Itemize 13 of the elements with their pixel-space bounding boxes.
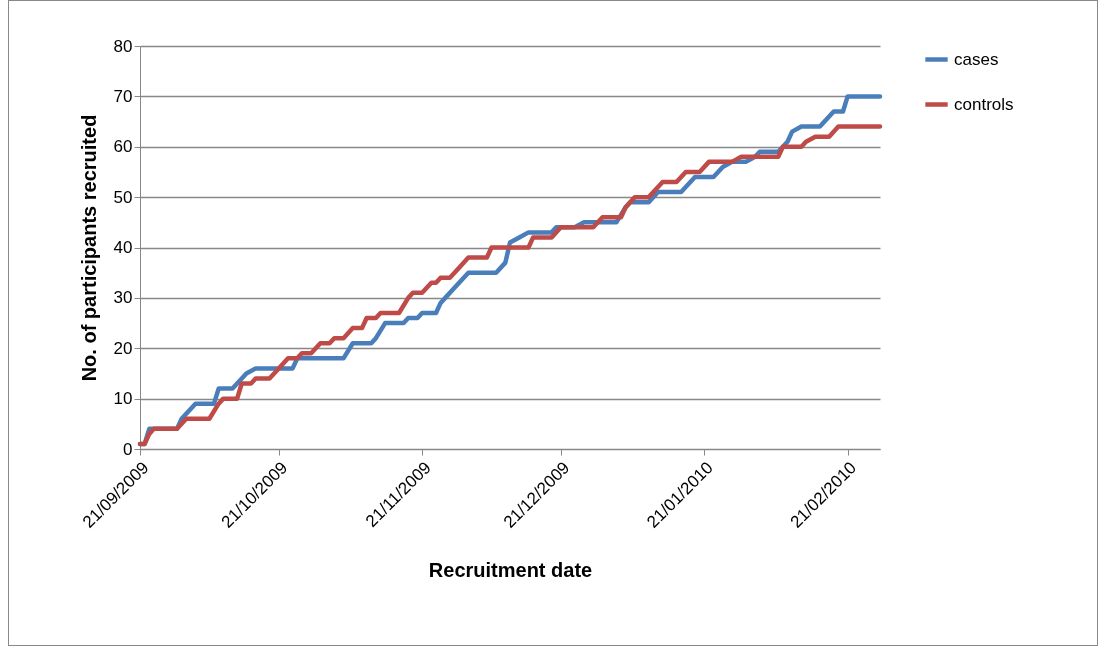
y-tick-label: 0 — [123, 439, 133, 459]
y-tick-label: 60 — [113, 137, 133, 157]
x-axis-title: Recruitment date — [428, 558, 593, 581]
y-tick-label: 70 — [113, 86, 133, 106]
y-tick-label: 50 — [113, 187, 133, 207]
y-tick-label: 80 — [113, 36, 133, 56]
legend-label: controls — [954, 94, 1014, 114]
y-tick-label: 30 — [113, 288, 133, 308]
legend-label: cases — [954, 49, 999, 69]
y-tick-label: 40 — [113, 238, 133, 257]
y-axis-title: No. of participants recruited — [77, 114, 100, 382]
y-tick-label: 10 — [113, 389, 133, 409]
y-tick-label: 20 — [113, 338, 133, 358]
